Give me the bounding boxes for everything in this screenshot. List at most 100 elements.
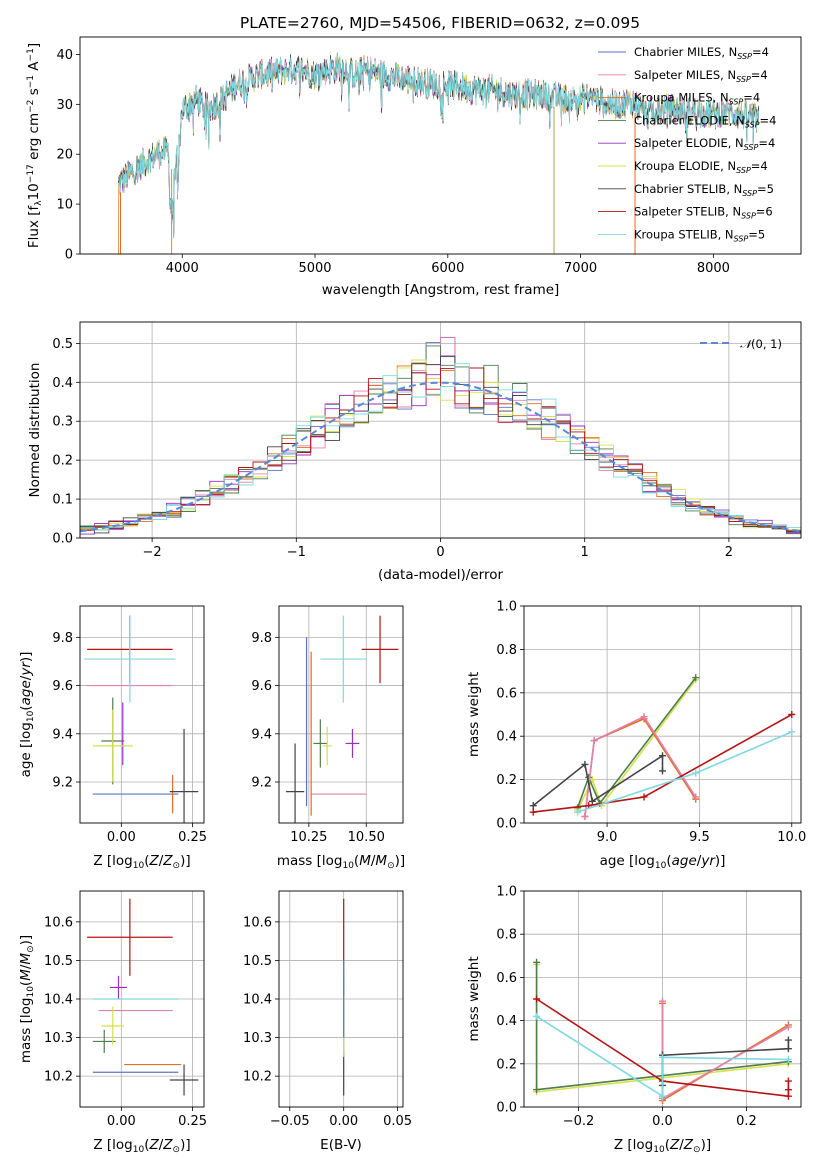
y-tick-label: 10.4 bbox=[44, 993, 73, 1008]
x-tick-label: 2 bbox=[725, 545, 733, 560]
weight-vs-Z-panel: −0.2 0.0 0.2 0.0 0.2 0.4 0.6 0.8 1.0 Z [log10(Z/Z… bbox=[466, 885, 802, 1155]
plot-area bbox=[529, 674, 796, 820]
y-tick-label: 9.8 bbox=[251, 631, 272, 646]
weight-series-chabrier-elodie bbox=[574, 674, 700, 812]
errorbar-kroupa-elodie bbox=[101, 1006, 125, 1046]
x-tick-label: 0.25 bbox=[178, 1114, 207, 1129]
x-tick-label: −2 bbox=[143, 545, 162, 560]
weight-marker bbox=[784, 1045, 792, 1053]
errorbar-salpeter-elodie bbox=[345, 728, 360, 758]
x-tick-label: 9.5 bbox=[689, 830, 710, 845]
spectrum-panel: 4000 5000 6000 7000 8000 0 10 20 30 40 wavelength … bbox=[26, 36, 802, 298]
x-axis-label: Z [log10(Z/Z⊙)] bbox=[93, 853, 190, 871]
weight-series-kroupa-stelib bbox=[533, 1012, 792, 1100]
axes-frame bbox=[278, 605, 404, 824]
y-tick-label: 10.6 bbox=[44, 915, 73, 930]
weight-marker bbox=[533, 958, 541, 966]
weight-marker bbox=[640, 793, 648, 801]
x-tick-label: 4000 bbox=[166, 261, 199, 276]
weight-line bbox=[584, 715, 697, 817]
y-tick-label: 0.4 bbox=[496, 1014, 517, 1029]
errorbar-salpeter-stelib bbox=[87, 898, 173, 976]
weight-line bbox=[577, 731, 793, 813]
y-tick-label: 0.2 bbox=[496, 1057, 517, 1072]
weight-marker bbox=[533, 995, 541, 1003]
y-tick-label: 9.8 bbox=[52, 631, 73, 646]
y-tick-label: 9.4 bbox=[52, 727, 73, 742]
y-tick-label: 0.5 bbox=[52, 337, 73, 352]
axes-frame bbox=[523, 605, 802, 824]
y-tick-label: 0.2 bbox=[52, 454, 73, 469]
y-axis-label: Normed distribution bbox=[27, 363, 43, 498]
weight-marker bbox=[788, 728, 796, 736]
y-tick-label: 9.2 bbox=[52, 776, 73, 791]
x-tick-label: 0.0 bbox=[652, 1114, 673, 1129]
weight-marker bbox=[784, 1055, 792, 1063]
weight-marker bbox=[659, 767, 666, 775]
legend-label: Kroupa STELIB, NSSP=5 bbox=[634, 227, 765, 243]
weight-marker bbox=[581, 760, 589, 768]
age-vs-mass-panel: 10.25 10.50 9.2 9.4 9.6 9.8 mass [log10(M/M⊙)] bbox=[251, 605, 405, 871]
weight-marker bbox=[588, 797, 596, 805]
y-tick-label: 0.2 bbox=[496, 773, 517, 788]
x-tick-label: −1 bbox=[287, 545, 306, 560]
weight-marker bbox=[784, 1023, 792, 1031]
y-tick-label: 0.0 bbox=[496, 817, 517, 832]
weight-marker bbox=[784, 1077, 792, 1085]
x-tick-label: 0.2 bbox=[736, 1114, 757, 1129]
weight-marker bbox=[659, 1053, 666, 1061]
y-tick-label: 20 bbox=[56, 148, 73, 163]
y-tick-label: 0.3 bbox=[52, 415, 73, 430]
x-tick-label: 0 bbox=[436, 545, 444, 560]
y-axis-label: age [log10(age/yr)] bbox=[18, 652, 36, 778]
weight-series-salpeter-stelib bbox=[529, 711, 796, 816]
y-tick-label: 0.0 bbox=[496, 1101, 517, 1116]
weight-marker bbox=[640, 713, 648, 721]
weight-marker bbox=[659, 1092, 666, 1100]
legend-label: Salpeter ELODIE, NSSP=4 bbox=[634, 136, 775, 152]
x-axis-label: Z [log10(Z/Z⊙)] bbox=[614, 1137, 711, 1155]
legend-label: Chabrier ELODIE, NSSP=4 bbox=[634, 113, 776, 129]
normal-curve bbox=[80, 381, 801, 533]
y-tick-label: 0.1 bbox=[52, 493, 73, 508]
y-tick-label: 10.6 bbox=[243, 915, 272, 930]
x-tick-label: −0.2 bbox=[563, 1114, 595, 1129]
errorbar-chabrier-elodie bbox=[313, 719, 328, 768]
y-tick-label: 10 bbox=[56, 198, 73, 213]
y-tick-label: 9.4 bbox=[251, 727, 272, 742]
errorbar-chabrier-stelib bbox=[169, 1064, 199, 1096]
x-tick-label: 10.50 bbox=[348, 830, 385, 845]
y-tick-label: 0.6 bbox=[496, 686, 517, 701]
weight-series-salpeter-miles bbox=[581, 713, 700, 820]
grid-lines bbox=[279, 606, 403, 823]
weight-series-chabrier-stelib bbox=[529, 752, 666, 810]
weight-marker bbox=[788, 711, 796, 718]
x-tick-label: 8000 bbox=[697, 261, 730, 276]
plot-area bbox=[285, 615, 399, 823]
y-tick-label: 9.6 bbox=[251, 679, 272, 694]
weight-marker bbox=[581, 812, 589, 820]
histogram-kroupa-stelib bbox=[80, 363, 801, 535]
legend: Chabrier MILES, NSSP=4 Salpeter MILES, NS… bbox=[598, 45, 776, 243]
legend-label: Chabrier STELIB, NSSP=5 bbox=[634, 182, 774, 198]
errorbar-kroupa-elodie bbox=[92, 709, 133, 783]
legend-label: Kroupa MILES, NSSP=4 bbox=[634, 91, 760, 107]
weight-marker bbox=[529, 802, 537, 810]
weight-marker bbox=[692, 793, 700, 801]
grid-lines bbox=[80, 891, 204, 1107]
y-tick-label: 30 bbox=[56, 98, 73, 113]
errorbar-kroupa-elodie bbox=[322, 726, 332, 766]
y-axis-label: Flux [fλ10−17 erg cm−2 s−1 A−1] bbox=[26, 43, 44, 248]
axes-frame bbox=[79, 36, 802, 255]
errorbar-chabrier-stelib bbox=[285, 743, 305, 823]
y-tick-label: 0.0 bbox=[52, 532, 73, 547]
x-tick-label: 5000 bbox=[298, 261, 331, 276]
y-tick-label: 10.3 bbox=[44, 1031, 73, 1046]
errorbar-chabrier-elodie bbox=[92, 1029, 116, 1053]
weight-line bbox=[576, 677, 697, 809]
axes-frame bbox=[79, 605, 205, 824]
y-tick-label: 10.2 bbox=[243, 1070, 272, 1085]
weight-marker bbox=[784, 1086, 792, 1094]
weight-marker bbox=[529, 808, 537, 816]
